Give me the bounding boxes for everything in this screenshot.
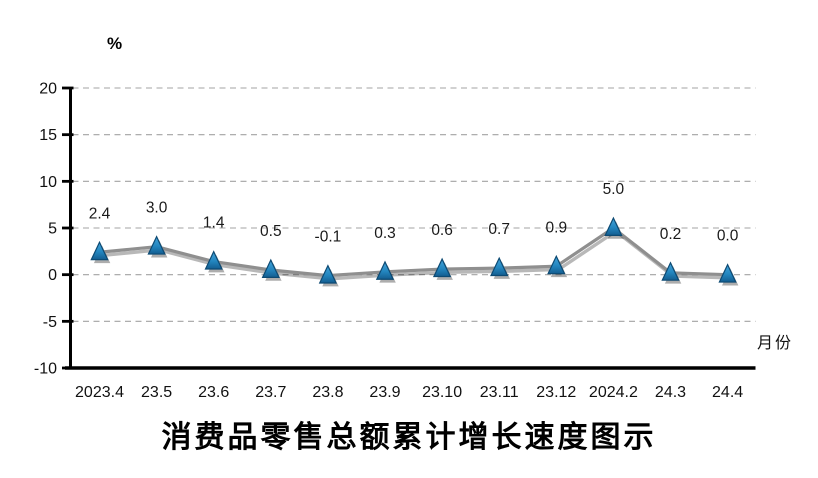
x-tick-label: 24.3 bbox=[655, 384, 686, 401]
data-point-label: 0.6 bbox=[431, 222, 453, 239]
data-point-marker bbox=[604, 216, 623, 236]
data-point-label: 5.0 bbox=[603, 181, 625, 198]
y-tick-label: -5 bbox=[43, 314, 57, 331]
data-point-marker bbox=[261, 258, 280, 278]
data-point-marker bbox=[661, 261, 680, 281]
y-tick-label: 10 bbox=[39, 174, 57, 191]
data-point-marker bbox=[204, 250, 223, 270]
x-tick-label: 23.6 bbox=[198, 384, 229, 401]
data-point-label: 0.7 bbox=[488, 221, 510, 238]
x-axis-title: 月份 bbox=[757, 335, 794, 352]
data-point-label: -0.1 bbox=[315, 229, 342, 246]
data-point-label: 0.9 bbox=[546, 219, 568, 236]
data-point-label: 1.4 bbox=[203, 215, 225, 232]
x-tick-label: 23.7 bbox=[255, 384, 286, 401]
data-point-marker bbox=[547, 254, 566, 275]
x-tick-label: 2023.4 bbox=[75, 384, 124, 401]
y-tick-label: -10 bbox=[34, 361, 57, 378]
y-axis-unit-label: % bbox=[107, 34, 123, 53]
data-point-label: 0.5 bbox=[260, 223, 282, 240]
data-point-marker bbox=[147, 235, 166, 255]
data-point-marker bbox=[432, 257, 452, 278]
data-point-label: 0.2 bbox=[660, 226, 682, 243]
x-tick-label: 23.11 bbox=[480, 384, 519, 401]
data-point-label: 3.0 bbox=[146, 200, 168, 217]
x-tick-label: 24.4 bbox=[712, 384, 743, 401]
y-tick-label: 0 bbox=[48, 267, 57, 284]
data-point-marker bbox=[718, 263, 737, 283]
x-tick-label: 2024.2 bbox=[589, 384, 638, 401]
data-point-marker bbox=[90, 240, 109, 261]
data-point-marker bbox=[375, 260, 395, 280]
y-tick-label: 20 bbox=[39, 81, 57, 98]
x-tick-label: 23.12 bbox=[536, 384, 576, 401]
data-point-marker bbox=[318, 264, 338, 284]
x-tick-label: 23.9 bbox=[369, 384, 400, 401]
y-tick-label: 15 bbox=[39, 127, 57, 144]
data-point-label: 0.0 bbox=[717, 228, 739, 245]
data-point-label: 2.4 bbox=[89, 205, 111, 222]
y-tick-label: 5 bbox=[48, 221, 57, 238]
chart-title: 消费品零售总额累计增长速度图示 bbox=[161, 421, 657, 454]
series-line bbox=[99, 226, 728, 278]
data-point-marker bbox=[490, 256, 509, 277]
x-tick-label: 23.8 bbox=[312, 384, 343, 401]
data-point-label: 0.3 bbox=[374, 225, 396, 242]
x-tick-label: 23.5 bbox=[141, 384, 172, 401]
x-tick-label: 23.10 bbox=[422, 384, 462, 401]
